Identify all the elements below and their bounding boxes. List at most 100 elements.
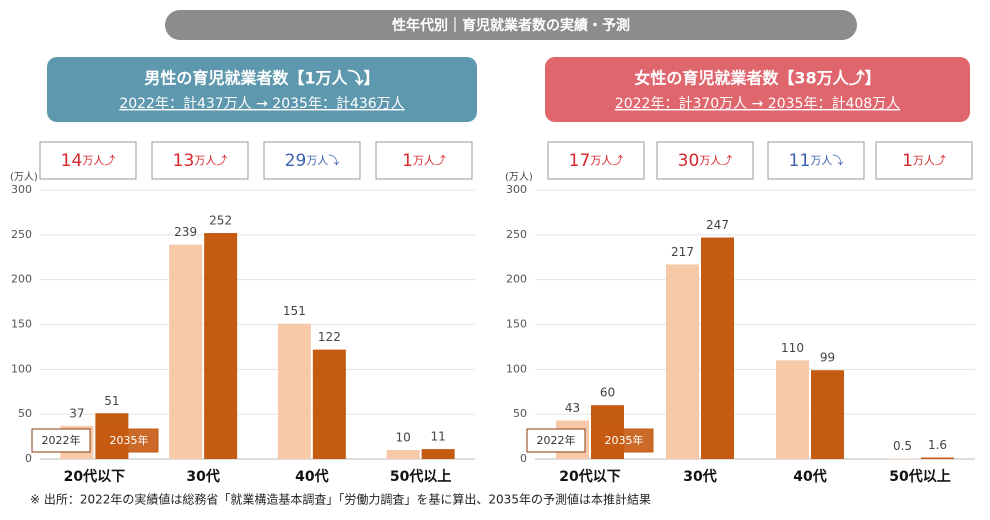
y-tick-label: 100	[11, 362, 32, 375]
change-number: 11	[789, 151, 811, 171]
legend-box	[526, 428, 586, 453]
change-label: 30万人⤴	[678, 151, 733, 171]
banner-title: 性年代別｜育児就業者数の実績・予測	[392, 17, 630, 34]
change-unit: 万人⤵	[306, 154, 339, 167]
bar	[776, 360, 809, 459]
change-unit: 万人⤴	[699, 153, 732, 167]
value-label: 60	[600, 386, 615, 400]
change-box	[547, 141, 645, 180]
bar	[204, 233, 238, 459]
value-label: 51	[104, 394, 119, 408]
value-label: 99	[820, 351, 835, 365]
panel-header	[545, 57, 970, 122]
y-axis-label: (万人)	[505, 171, 533, 183]
y-axis-label: (万人)	[10, 171, 38, 183]
x-tick-label: 40代	[793, 468, 826, 485]
change-unit: 万人⤴	[413, 153, 446, 167]
legend-label: 2022年	[42, 433, 81, 447]
legend-label: 2035年	[605, 433, 644, 447]
value-label: 110	[781, 341, 804, 355]
panel-title: 男性の育児就業者数【1万人⤵】	[144, 69, 379, 88]
change-label: 13万人⤴	[173, 151, 228, 171]
change-label: 14万人⤴	[61, 151, 116, 171]
panel-header	[47, 57, 477, 122]
legend-label: 2022年	[537, 433, 576, 447]
value-label: 43	[565, 401, 580, 415]
value-label: 151	[283, 304, 306, 318]
bar	[169, 244, 203, 459]
bar	[312, 349, 346, 459]
value-label: 0.5	[893, 439, 912, 453]
x-tick-label: 50代以上	[390, 468, 451, 485]
panel-title: 女性の育児就業者数【38万人⤴】	[634, 69, 880, 88]
value-label: 37	[69, 406, 84, 420]
y-tick-label: 300	[11, 183, 32, 196]
bar	[921, 457, 954, 459]
change-unit: 万人⤴	[194, 153, 227, 167]
change-number: 17	[569, 151, 591, 171]
change-box	[151, 141, 249, 180]
y-tick-label: 0	[520, 452, 527, 465]
x-tick-label: 30代	[186, 468, 219, 485]
change-box	[375, 141, 473, 180]
change-unit: 万人⤴	[913, 153, 946, 167]
change-unit: 万人⤵	[810, 154, 843, 167]
y-tick-label: 100	[506, 362, 527, 375]
value-label: 217	[671, 245, 694, 259]
bar	[666, 264, 699, 459]
change-number: 13	[173, 151, 195, 171]
y-tick-label: 200	[11, 273, 32, 286]
x-tick-label: 40代	[295, 468, 328, 485]
y-tick-label: 300	[506, 183, 527, 196]
value-label: 252	[209, 214, 232, 228]
value-label: 239	[174, 225, 197, 239]
change-label: 17万人⤴	[569, 151, 624, 171]
panel-subtitle: 2022年：計370万人 → 2035年：計408万人	[615, 96, 900, 112]
y-tick-label: 150	[11, 318, 32, 331]
y-tick-label: 250	[11, 228, 32, 241]
change-box	[39, 141, 137, 180]
change-unit: 万人⤴	[590, 153, 623, 167]
value-label: 10	[395, 431, 410, 445]
legend-box	[594, 428, 654, 453]
y-tick-label: 0	[25, 452, 32, 465]
bar	[701, 237, 734, 459]
change-label: 11万人⤵	[789, 151, 844, 171]
value-label: 122	[318, 330, 341, 344]
legend-box	[31, 428, 91, 453]
panel-subtitle: 2022年：計437万人 → 2035年：計436万人	[119, 96, 404, 112]
change-number: 1	[402, 151, 413, 171]
change-label: 1万人⤴	[902, 151, 946, 171]
banner	[165, 10, 857, 40]
bar	[421, 449, 455, 459]
y-tick-label: 200	[506, 273, 527, 286]
value-label: 1.6	[928, 438, 947, 452]
y-tick-label: 250	[506, 228, 527, 241]
change-box	[767, 141, 865, 180]
x-tick-label: 20代以下	[64, 468, 125, 485]
value-label: 11	[430, 430, 445, 444]
change-number: 30	[678, 151, 700, 171]
bar	[386, 450, 420, 459]
legend-label: 2035年	[110, 433, 149, 447]
change-number: 14	[61, 151, 83, 171]
y-tick-label: 50	[18, 407, 32, 420]
footnote: ※ 出所：2022年の実績値は総務省「就業構造基本調査」「労働力調査」を基に算出…	[30, 492, 651, 507]
x-tick-label: 20代以下	[559, 468, 620, 485]
x-tick-label: 30代	[683, 468, 716, 485]
change-box	[875, 141, 973, 180]
change-box	[656, 141, 754, 180]
bar	[811, 370, 844, 459]
change-label: 29万人⤵	[285, 151, 340, 171]
bar	[277, 323, 311, 459]
change-unit: 万人⤴	[82, 153, 115, 167]
y-tick-label: 50	[513, 407, 527, 420]
y-tick-label: 150	[506, 318, 527, 331]
change-label: 1万人⤴	[402, 151, 446, 171]
x-tick-label: 50代以上	[889, 468, 950, 485]
value-label: 247	[706, 218, 729, 232]
change-box	[263, 141, 361, 180]
change-number: 29	[285, 151, 307, 171]
